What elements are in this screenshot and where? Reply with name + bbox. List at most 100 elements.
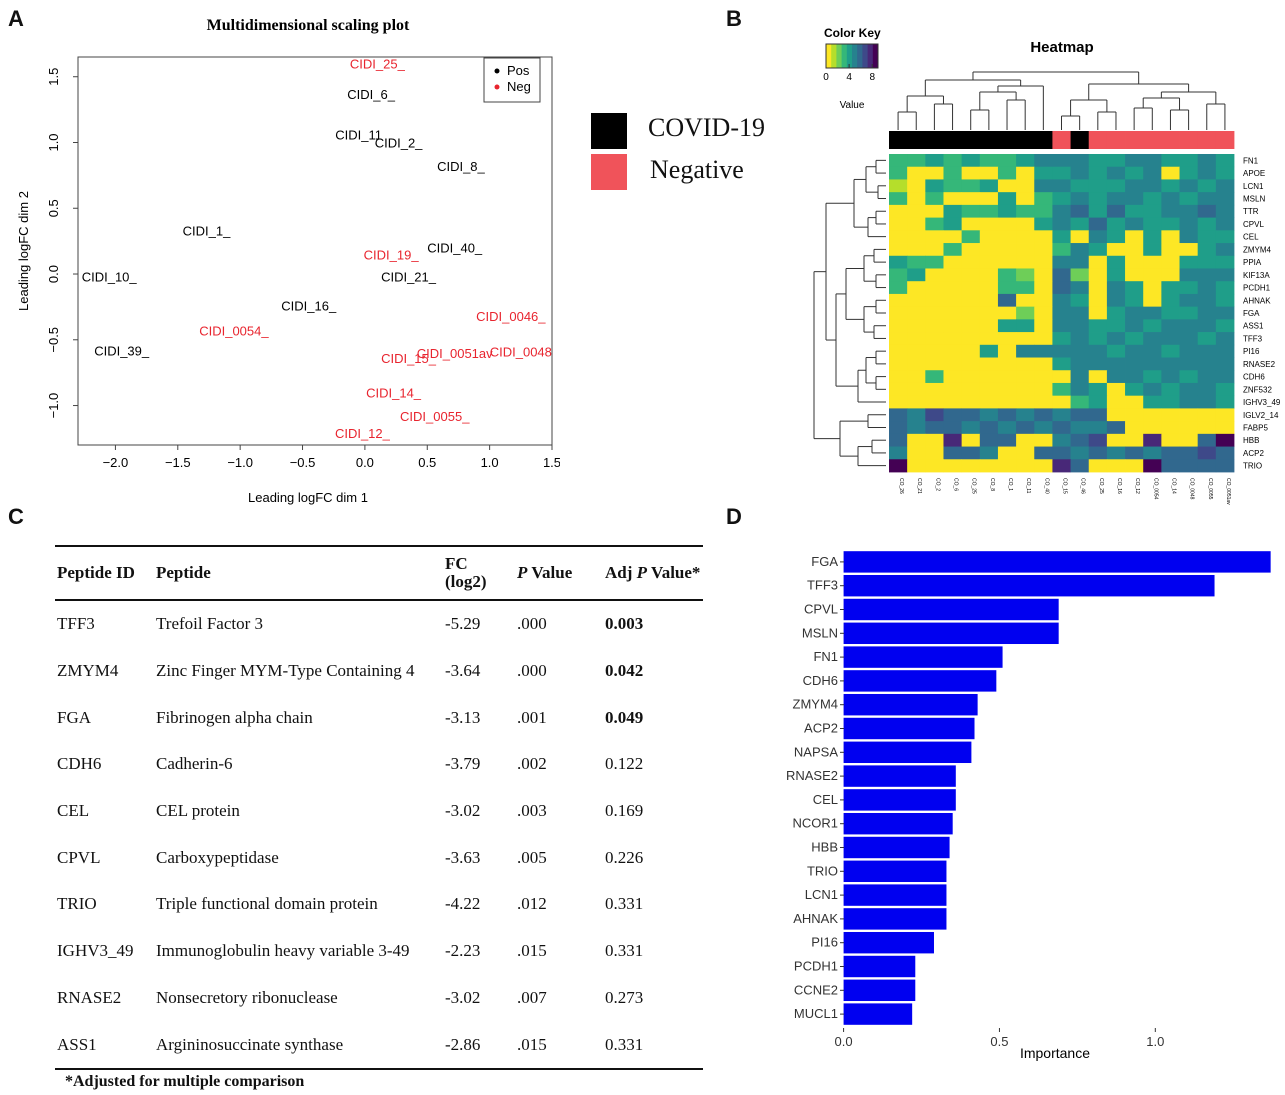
heatmap-row-label: ASS1 (1243, 322, 1264, 331)
peptide-table-panel: Peptide ID Peptide FC (log2) P Value Adj … (55, 545, 705, 1095)
heatmap-cell (1125, 166, 1144, 180)
heatmap-cell (1016, 243, 1035, 257)
heatmap-cell (907, 179, 926, 193)
heatmap-row-label: TRIO (1243, 462, 1262, 471)
heatmap-cell (1179, 332, 1199, 346)
heatmap-cell (997, 179, 1017, 193)
heatmap-column-label: CO_21 (916, 478, 922, 494)
heatmap-cell (889, 192, 908, 206)
heatmap-cell (1016, 154, 1035, 168)
heatmap-cell (943, 382, 963, 397)
heatmap-cell (1106, 459, 1126, 473)
heatmap-cell (997, 281, 1017, 295)
heatmap-cell (1161, 306, 1180, 320)
importance-x-tick-label: 0.0 (835, 1034, 853, 1049)
heatmap-cell (889, 230, 908, 244)
heatmap-cell (1179, 382, 1199, 397)
heatmap-row-label: FGA (1243, 309, 1260, 318)
heatmap-column-label: CO_46 (1080, 478, 1086, 494)
heatmap-cell (925, 306, 944, 320)
heatmap-cell (1052, 255, 1071, 269)
heatmap-cell (889, 459, 908, 473)
importance-x-tick-label: 1.0 (1146, 1034, 1164, 1049)
cell-fc: -4.22 (445, 894, 481, 914)
heatmap-cell (925, 433, 944, 447)
heatmap-cell (1016, 306, 1035, 320)
heatmap-cell (1034, 192, 1053, 206)
heatmap-cell (1215, 344, 1235, 358)
heatmap-cell (997, 370, 1017, 384)
heatmap-cell (1088, 357, 1108, 371)
heatmap-cell (925, 255, 944, 269)
heatmap-cell (925, 370, 944, 384)
heatmap-cell (925, 446, 944, 460)
heatmap-cell (1215, 382, 1235, 397)
heatmap-cell (1106, 344, 1126, 358)
heatmap-row-label: ACP2 (1243, 449, 1264, 458)
legend-label-negative: Negative (650, 155, 744, 184)
heatmap-cell (1106, 281, 1126, 295)
heatmap-cell (1016, 192, 1035, 206)
heatmap-cell (943, 408, 963, 422)
heatmap-cell (889, 255, 908, 269)
heatmap-cell (997, 293, 1017, 308)
heatmap-cell (925, 179, 944, 193)
heatmap-cell (997, 433, 1017, 447)
group-bar-cell (1070, 131, 1090, 149)
panel-label-d: D (726, 504, 742, 529)
heatmap-cell (1125, 421, 1144, 435)
heatmap-cell (1106, 433, 1126, 447)
importance-bar (843, 931, 934, 954)
importance-category-label: MUCL1 (794, 1006, 838, 1021)
heatmap-cell (979, 293, 999, 308)
group-bar-cell (1088, 131, 1108, 149)
heatmap-cell (997, 268, 1017, 282)
heatmap-cell (889, 421, 908, 435)
heatmap-cell (1088, 179, 1108, 193)
heatmap-cell (1034, 204, 1053, 218)
heatmap-cell (1052, 154, 1071, 168)
heatmap-cell (1197, 255, 1217, 269)
column-dendrogram (897, 71, 1226, 130)
heatmap-cell (889, 344, 908, 358)
heatmap-cell (1179, 306, 1199, 320)
heatmap-cell (1034, 395, 1053, 409)
importance-category-label: AHNAK (793, 911, 838, 926)
mds-x-axis-label: Leading logFC dim 1 (248, 490, 368, 505)
heatmap-cell (1106, 408, 1126, 422)
heatmap-cell (1106, 421, 1126, 435)
heatmap-cell (1034, 166, 1053, 180)
heatmap-cell (979, 382, 999, 397)
heatmap-cell (1197, 408, 1217, 422)
heatmap-cell (943, 319, 963, 333)
heatmap-cell (1016, 179, 1035, 193)
heatmap-row-label: IGLV2_14 (1243, 411, 1279, 420)
heatmap-cell (1125, 281, 1144, 295)
importance-bar (843, 598, 1059, 621)
heatmap-cell (1161, 421, 1180, 435)
heatmap-cell (997, 459, 1017, 473)
heatmap-cell (1088, 370, 1108, 384)
heatmap-cell (889, 319, 908, 333)
heatmap-cell (1052, 421, 1071, 435)
heatmap-cell (1125, 332, 1144, 346)
importance-bar (843, 622, 1059, 645)
heatmap-cell (907, 268, 926, 282)
heatmap-row-label: HBB (1243, 436, 1259, 445)
heatmap-cell (1106, 382, 1126, 397)
heatmap-cell (1143, 433, 1162, 447)
heatmap-cell (1088, 204, 1108, 218)
heatmap-cell (1070, 433, 1090, 447)
heatmap-cell (1052, 382, 1071, 397)
heatmap-cell (1088, 446, 1108, 460)
heatmap-cell (1088, 293, 1108, 308)
heatmap-cell (1161, 357, 1180, 371)
cell-fc: -3.02 (445, 987, 481, 1007)
heatmap-cell (1125, 268, 1144, 282)
heatmap-cell (1143, 293, 1162, 308)
heatmap-cell (1070, 217, 1090, 231)
heatmap-cell (1161, 293, 1180, 308)
mds-point-label: CIDI_40_ (427, 241, 483, 256)
heatmap-cell (1034, 268, 1053, 282)
heatmap-cell (1052, 230, 1071, 244)
